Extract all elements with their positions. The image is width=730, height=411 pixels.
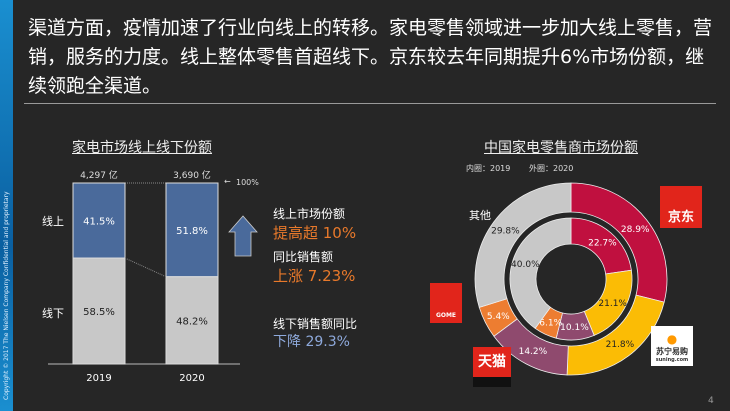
bar-total-label: 3,690 亿 (173, 169, 211, 181)
sidebar-strip: Copyright © 2017 The Nielsen Company Con… (0, 0, 13, 411)
bar-label: 48.2% (176, 316, 208, 327)
divider (24, 103, 716, 104)
donut-label: 28.9% (621, 225, 650, 235)
bar-segment (72, 182, 126, 259)
page-number: 4 (708, 396, 714, 406)
donut-label: 29.8% (491, 227, 520, 237)
legend-outer: 外圈：2020 (529, 164, 574, 173)
bar-label: 51.8% (176, 226, 208, 237)
callout-label: 线下销售额同比 (273, 317, 358, 331)
donut-chart-title: 中国家电零售商市场份额 (484, 140, 638, 156)
x-tick-label: 2020 (179, 373, 204, 384)
donut-label: 6.1% (539, 318, 562, 328)
connector-line (124, 257, 167, 278)
other-label: 其他 (469, 209, 491, 222)
bar-segment (165, 276, 219, 365)
bar-segment (72, 257, 126, 365)
jd-logo: 京东 (660, 186, 702, 228)
donut-slice (509, 217, 572, 329)
callout-value: 提高超 10% (273, 224, 357, 242)
bar-label: 41.5% (83, 217, 115, 228)
bar-label: 58.5% (83, 307, 115, 318)
donut-label: 21.1% (598, 299, 627, 309)
callout-label: 同比销售额 (273, 250, 334, 264)
bar-chart-title: 家电市场线上线下份额 (72, 140, 212, 156)
donut-label: 21.8% (606, 340, 635, 350)
tmall-logo: 天猫 (473, 347, 511, 387)
hundred-marker: 100% (236, 178, 259, 187)
arrow-left-icon: ← (224, 177, 231, 186)
donut-label: 40.0% (511, 260, 540, 270)
headline: 渠道方面，疫情加速了行业向线上的转移。家电零售领域进一步加大线上零售，营销，服务… (28, 17, 713, 97)
donut-label: 5.4% (487, 312, 510, 322)
gome-logo: GOME (430, 283, 462, 323)
suning-logo: ● 苏宁易购 suning.com (651, 326, 693, 366)
callout-value: 下降 29.3% (273, 334, 350, 350)
donut-slice (474, 182, 572, 308)
donut-label: 10.1% (560, 323, 589, 333)
bar-total-label: 4,297 亿 (80, 169, 118, 181)
callout-value: 上涨 7.23% (273, 267, 356, 285)
callout-label: 线上市场份额 (273, 207, 346, 221)
gome-logo-text: GOME (435, 312, 457, 319)
donut-label: 14.2% (519, 347, 548, 357)
suning-lion-icon: ● (666, 332, 678, 346)
donut-label: 22.7% (588, 239, 617, 249)
suning-logo-text: 苏宁易购 (656, 347, 688, 356)
x-tick-label: 2019 (86, 373, 111, 384)
row-label-online: 线上 (42, 215, 64, 228)
copyright-text: Copyright © 2017 The Nielsen Company Con… (3, 191, 10, 400)
legend-inner: 内圈：2019 (466, 164, 511, 173)
up-arrow-icon (228, 215, 258, 257)
suning-logo-sub: suning.com (655, 357, 689, 363)
tmall-logo-text: 天猫 (478, 354, 506, 370)
jd-logo-text: 京东 (667, 210, 694, 225)
row-label-offline: 线下 (42, 307, 64, 320)
